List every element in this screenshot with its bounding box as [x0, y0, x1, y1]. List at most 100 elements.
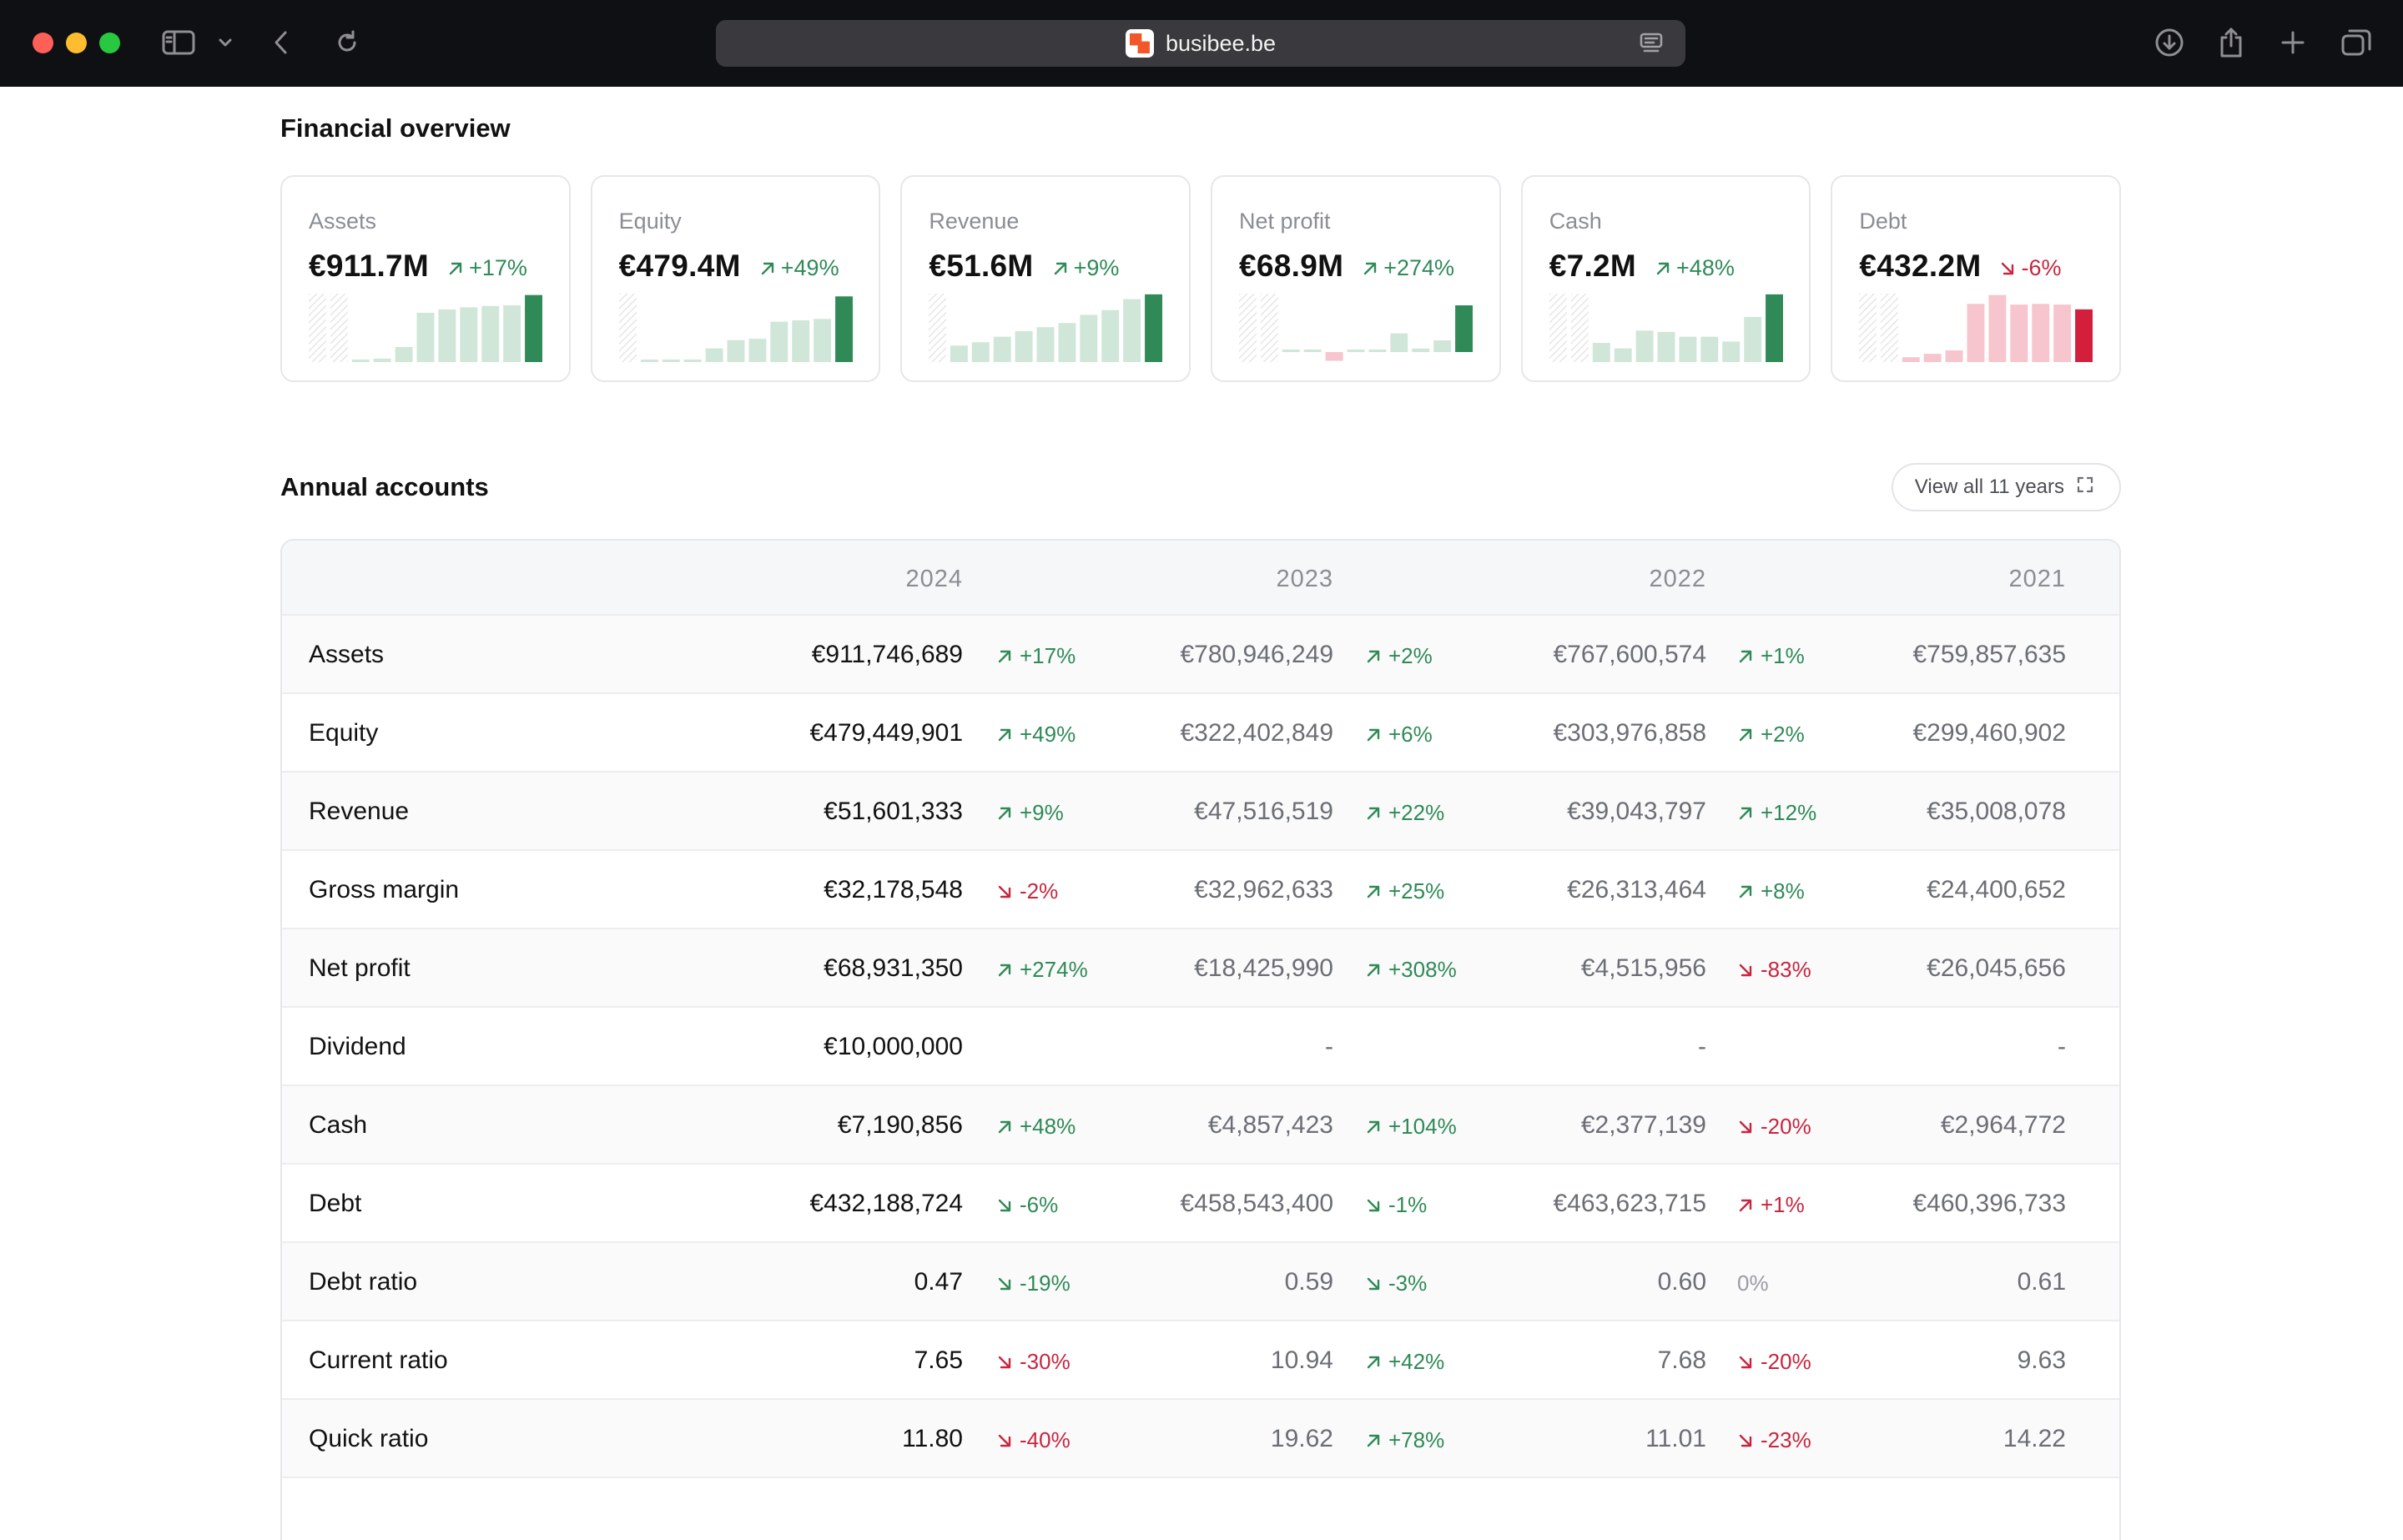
cell-value: 0.59 — [1284, 1268, 1333, 1296]
arrow-up-right-icon — [1364, 262, 1377, 274]
cell-change: -30% — [996, 1349, 1071, 1375]
cell-change-text: -3% — [1388, 1271, 1428, 1296]
cell-change: +1% — [1737, 643, 1805, 669]
value-bar — [1015, 331, 1033, 362]
cell-value: €2,964,772 — [1940, 1111, 2066, 1139]
kpi-change: +48% — [1655, 255, 1735, 281]
cell-change-text: +6% — [1388, 722, 1433, 747]
cell-change: +48% — [996, 1114, 1076, 1140]
arrow-up-right-icon — [1367, 1120, 1380, 1133]
kpi-change: +49% — [759, 255, 839, 281]
cell-change: -20% — [1737, 1114, 1811, 1140]
no-data-bar — [618, 294, 637, 362]
no-data-bar — [1239, 294, 1257, 362]
no-data-bar — [1859, 294, 1877, 362]
cell-value: 11.80 — [902, 1425, 963, 1452]
kpi-label: Debt — [1859, 209, 1907, 234]
arrow-up-right-icon — [1367, 964, 1380, 976]
cell-change: +42% — [1365, 1349, 1444, 1375]
fullscreen-window-button[interactable] — [99, 33, 120, 53]
kpi-change-text: +17% — [469, 255, 527, 280]
cell-value: 11.01 — [1645, 1425, 1706, 1452]
value-bar — [1902, 357, 1921, 362]
reader-mode-icon[interactable] — [1639, 32, 1664, 59]
kpi-cards: Assets €911.7M +17% Equity €479.4M +49% Revenu… — [280, 175, 2122, 382]
sidebar-toggle-icon[interactable] — [160, 22, 197, 63]
kpi-change: +9% — [1052, 255, 1119, 281]
kpi-change-text: +274% — [1383, 255, 1455, 280]
reload-icon[interactable] — [332, 22, 362, 63]
cell-value: €299,460,902 — [1912, 719, 2066, 747]
expand-icon — [2076, 476, 2094, 500]
year-header-2022: 2022 — [1649, 566, 1706, 592]
no-data-bar — [330, 294, 348, 362]
kpi-label: Assets — [309, 209, 377, 234]
cell-change-text: -2% — [1020, 878, 1059, 903]
value-bar — [460, 307, 478, 362]
kpi-sparkbar-chart — [618, 294, 853, 362]
no-data-bar — [1881, 294, 1899, 362]
kpi-sparkbar-chart — [309, 294, 542, 362]
cell-value: 10.94 — [1270, 1346, 1333, 1374]
value-bar — [748, 339, 767, 362]
arrow-down-right-icon — [1367, 1199, 1380, 1211]
value-bar — [1924, 354, 1942, 362]
table-row: Gross margin €32,178,548 €32,962,633 €26,31… — [282, 851, 2119, 929]
kpi-sparkbar-chart — [1239, 294, 1474, 362]
value-bar — [834, 296, 853, 362]
minimize-window-button[interactable] — [66, 33, 87, 53]
cell-change-text: -40% — [1020, 1427, 1071, 1452]
kpi-value: €432.2M — [1859, 249, 1982, 283]
cell-change: -40% — [996, 1427, 1071, 1453]
arrow-up-right-icon — [1367, 1434, 1380, 1447]
no-data-bar — [309, 294, 326, 362]
arrow-up-right-icon — [1367, 728, 1380, 741]
cell-change: -23% — [1737, 1427, 1811, 1453]
share-icon[interactable] — [2214, 22, 2248, 63]
kpi-label: Equity — [618, 209, 682, 234]
kpi-card-debt[interactable]: Debt €432.2M -6% — [1831, 175, 2122, 382]
cell-change: +49% — [996, 722, 1076, 747]
kpi-card-assets[interactable]: Assets €911.7M +17% — [280, 175, 571, 382]
downloads-icon[interactable] — [2151, 22, 2188, 63]
kpi-card-revenue[interactable]: Revenue €51.6M +9% — [900, 175, 1191, 382]
kpi-change: -6% — [1999, 255, 2061, 281]
cell-value: €47,516,519 — [1194, 798, 1333, 825]
cell-change-text: +308% — [1388, 957, 1457, 982]
chevron-down-icon[interactable] — [215, 22, 235, 63]
tab-overview-icon[interactable] — [2338, 22, 2375, 63]
view-all-years-button[interactable]: View all 11 years — [1891, 463, 2121, 511]
cell-value: €759,857,635 — [1912, 641, 2066, 668]
value-bar — [1700, 336, 1718, 362]
cell-value: €460,396,733 — [1912, 1190, 2066, 1217]
cell-change: 0% — [1737, 1271, 1769, 1296]
close-window-button[interactable] — [33, 33, 53, 53]
cell-change: -19% — [996, 1271, 1071, 1296]
kpi-value: €911.7M — [309, 249, 430, 283]
value-bar — [416, 312, 435, 362]
value-bar — [1390, 333, 1408, 352]
cell-value: €2,377,139 — [1580, 1111, 1706, 1139]
cell-change: +8% — [1737, 878, 1805, 904]
cell-value: €32,962,633 — [1194, 876, 1333, 903]
kpi-value: €479.4M — [618, 249, 741, 283]
address-bar[interactable]: busibee.be — [716, 20, 1685, 67]
kpi-card-cash[interactable]: Cash €7.2M +48% — [1520, 175, 1811, 382]
cell-value: €35,008,078 — [1927, 798, 2066, 825]
table-row: Debt ratio 0.47 0.59 0.60 0.61 -19% -3% 0% — [282, 1243, 2119, 1321]
cell-change-text: +78% — [1388, 1427, 1445, 1452]
back-icon[interactable] — [269, 22, 294, 63]
kpi-card-net-profit[interactable]: Net profit €68.9M +274% — [1211, 175, 1501, 382]
arrow-up-right-icon — [998, 807, 1011, 819]
kpi-value: €51.6M — [929, 249, 1034, 283]
cell-change: +17% — [996, 643, 1076, 669]
no-data-bar — [1549, 294, 1567, 362]
value-bar — [525, 294, 542, 362]
row-label: Net profit — [309, 954, 411, 982]
new-tab-icon[interactable] — [2276, 22, 2310, 63]
cell-change-text: -30% — [1020, 1349, 1071, 1374]
kpi-card-equity[interactable]: Equity €479.4M +49% — [590, 175, 881, 382]
cell-change: -20% — [1737, 1349, 1811, 1375]
table-row: Equity €479,449,901 €322,402,849 €303,976,8… — [282, 694, 2119, 773]
value-bar — [2075, 309, 2093, 362]
